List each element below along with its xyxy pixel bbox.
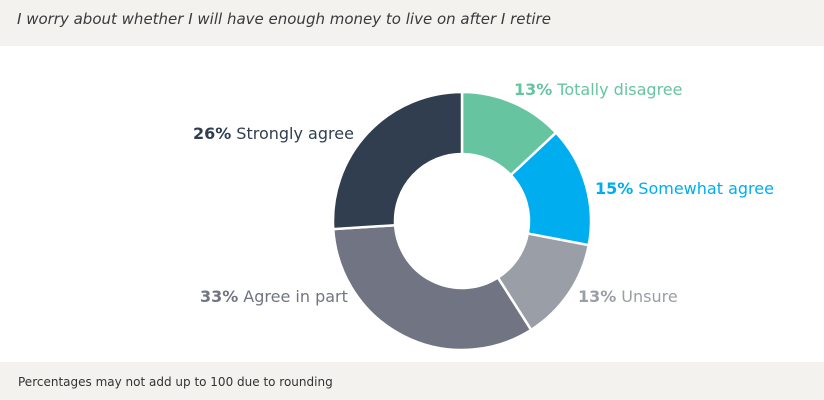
slice-value: 33% xyxy=(200,287,239,306)
donut-svg xyxy=(331,90,593,352)
slice-name: Unsure xyxy=(621,287,678,306)
footnote: Percentages may not add up to 100 due to… xyxy=(18,375,333,389)
slice-label-strongly-agree: 26% Strongly agree xyxy=(193,124,354,143)
donut-slice-agree-in-part xyxy=(331,223,533,352)
slice-name: Somewhat agree xyxy=(638,179,774,198)
slice-label-agree-in-part: 33% Agree in part xyxy=(200,287,348,306)
slice-value: 26% xyxy=(193,124,232,143)
slice-value: 13% xyxy=(578,287,617,306)
slice-label-somewhat-agree: 15% Somewhat agree xyxy=(595,179,774,198)
slice-name: Strongly agree xyxy=(236,124,354,143)
donut-slice-strongly-agree xyxy=(331,90,464,231)
slice-value: 15% xyxy=(595,179,634,198)
slice-name: Agree in part xyxy=(243,287,348,306)
chart-title: I worry about whether I will have enough… xyxy=(17,10,551,28)
slice-label-totally-disagree: 13% Totally disagree xyxy=(514,80,682,99)
chart-footer: Percentages may not add up to 100 due to… xyxy=(0,362,824,400)
slice-name: Totally disagree xyxy=(557,80,683,99)
slice-value: 13% xyxy=(514,80,553,99)
donut-chart: 13% Totally disagree 15% Somewhat agree 13… xyxy=(0,46,824,362)
chart-header: I worry about whether I will have enough… xyxy=(0,0,824,46)
slice-label-unsure: 13% Unsure xyxy=(578,287,678,306)
